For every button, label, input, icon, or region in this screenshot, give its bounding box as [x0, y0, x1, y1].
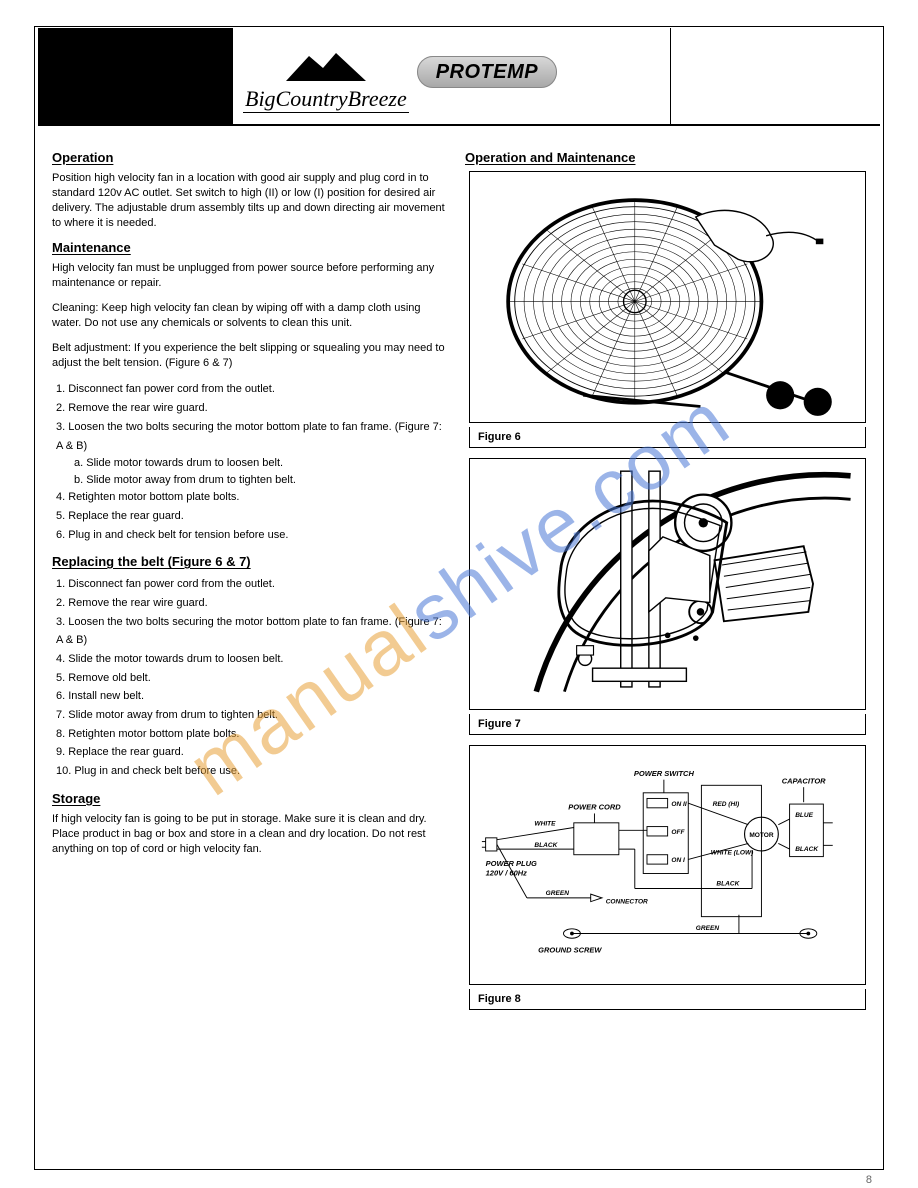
lbl-plug-spec: 120V / 60Hz — [486, 868, 528, 877]
rep-step5: 5. Remove old belt. — [56, 669, 445, 688]
lbl-white: WHITE — [534, 821, 556, 828]
rep-step7: 7. Slide motor away from drum to tighten… — [56, 706, 445, 725]
figure-7-caption: Figure 7 — [469, 714, 866, 735]
replace-steps: 1. Disconnect fan power cord from the ou… — [52, 575, 445, 781]
lbl-blue: BLUE — [795, 812, 813, 819]
rep-step2: 2. Remove the rear wire guard. — [56, 594, 445, 613]
lbl-white-low: WHITE (LOW) — [711, 850, 754, 857]
lbl-black: BLACK — [534, 842, 558, 849]
storage-title: Storage — [52, 791, 445, 806]
brand-protemp-pill: PROTEMP — [417, 56, 557, 88]
figure-8-frame: POWER SWITCH POWER CORD CAPACITOR POWER … — [469, 745, 866, 985]
lbl-on2: ON II — [671, 801, 686, 808]
header-logos: BigCountryBreeze PROTEMP — [233, 28, 670, 124]
rep-step8: 8. Retighten motor bottom plate bolts. — [56, 725, 445, 744]
operation-title: Operation — [52, 150, 445, 165]
maintenance-body1: High velocity fan must be unplugged from… — [52, 261, 445, 291]
lbl-off: OFF — [671, 829, 685, 836]
content-columns: Operation Position high velocity fan in … — [38, 126, 880, 1136]
operation-body: Position high velocity fan in a location… — [52, 171, 445, 230]
adj-step1: 1. Disconnect fan power cord from the ou… — [56, 380, 445, 399]
page-root: BigCountryBreeze PROTEMP Operation Posit… — [0, 0, 918, 1188]
figure-8-caption: Figure 8 — [469, 989, 866, 1010]
lbl-red-hi: RED (HI) — [713, 801, 740, 808]
adj-step3: 3. Loosen the two bolts securing the mot… — [56, 418, 445, 455]
rep-step4: 4. Slide the motor towards drum to loose… — [56, 650, 445, 669]
lbl-green2: GREEN — [696, 925, 720, 932]
figure-6-frame — [469, 171, 866, 423]
lbl-ground-screw: GROUND SCREW — [538, 945, 602, 954]
replace-belt-title: Replacing the belt (Figure 6 & 7) — [52, 554, 445, 569]
adj-step2: 2. Remove the rear wire guard. — [56, 399, 445, 418]
lbl-motor: MOTOR — [749, 832, 774, 839]
brand-protemp: PROTEMP — [417, 61, 557, 84]
brand-bigcountry-label: BigCountryBreeze — [243, 86, 409, 113]
figure-8-wiring: POWER SWITCH POWER CORD CAPACITOR POWER … — [480, 752, 855, 978]
adj-step6: 6. Plug in and check belt for tension be… — [56, 526, 445, 545]
lbl-plug: POWER PLUG — [486, 859, 537, 868]
header-bar: BigCountryBreeze PROTEMP — [38, 28, 880, 126]
rep-step6: 6. Install new belt. — [56, 687, 445, 706]
figure-7-frame — [469, 458, 866, 710]
lbl-connector: CONNECTOR — [606, 898, 648, 905]
adj-step3b: b. Slide motor away from drum to tighten… — [74, 472, 445, 489]
adj-step4: 4. Retighten motor bottom plate bolts. — [56, 488, 445, 507]
rep-step3: 3. Loosen the two bolts securing the mot… — [56, 613, 445, 650]
op-maint-title: Operation and Maintenance — [465, 150, 870, 165]
page-number: 8 — [866, 1174, 872, 1186]
rep-step9: 9. Replace the rear guard. — [56, 743, 445, 762]
maintenance-body2: Cleaning: Keep high velocity fan clean b… — [52, 301, 445, 331]
lbl-power-switch: POWER SWITCH — [634, 769, 695, 778]
adjust-steps: 1. Disconnect fan power cord from the ou… — [52, 380, 445, 544]
header-black-box — [38, 28, 233, 126]
brand-bigcountry: BigCountryBreeze — [243, 40, 409, 113]
left-column: Operation Position high velocity fan in … — [38, 126, 459, 1136]
maintenance-title: Maintenance — [52, 240, 445, 255]
figure-7-drawing — [480, 465, 855, 703]
right-column: Operation and Maintenance — [459, 126, 880, 1136]
figure-6-caption: Figure 6 — [469, 427, 866, 448]
lbl-black2: BLACK — [795, 846, 819, 853]
figure-6-drawing — [480, 178, 855, 416]
mountain-icon — [281, 48, 371, 86]
lbl-power-cord: POWER CORD — [568, 803, 621, 812]
lbl-capacitor: CAPACITOR — [782, 776, 826, 785]
rep-step10: 10. Plug in and check belt before use. — [56, 762, 445, 781]
adj-step3a: a. Slide motor towards drum to loosen be… — [74, 455, 445, 472]
storage-body: If high velocity fan is going to be put … — [52, 812, 445, 857]
adj-step5: 5. Replace the rear guard. — [56, 507, 445, 526]
maintenance-body3: Belt adjustment: If you experience the b… — [52, 341, 445, 371]
header-right-box — [670, 28, 880, 126]
lbl-on1: ON I — [671, 857, 685, 864]
lbl-green: GREEN — [546, 890, 570, 897]
rep-step1: 1. Disconnect fan power cord from the ou… — [56, 575, 445, 594]
lbl-black3: BLACK — [716, 881, 740, 888]
